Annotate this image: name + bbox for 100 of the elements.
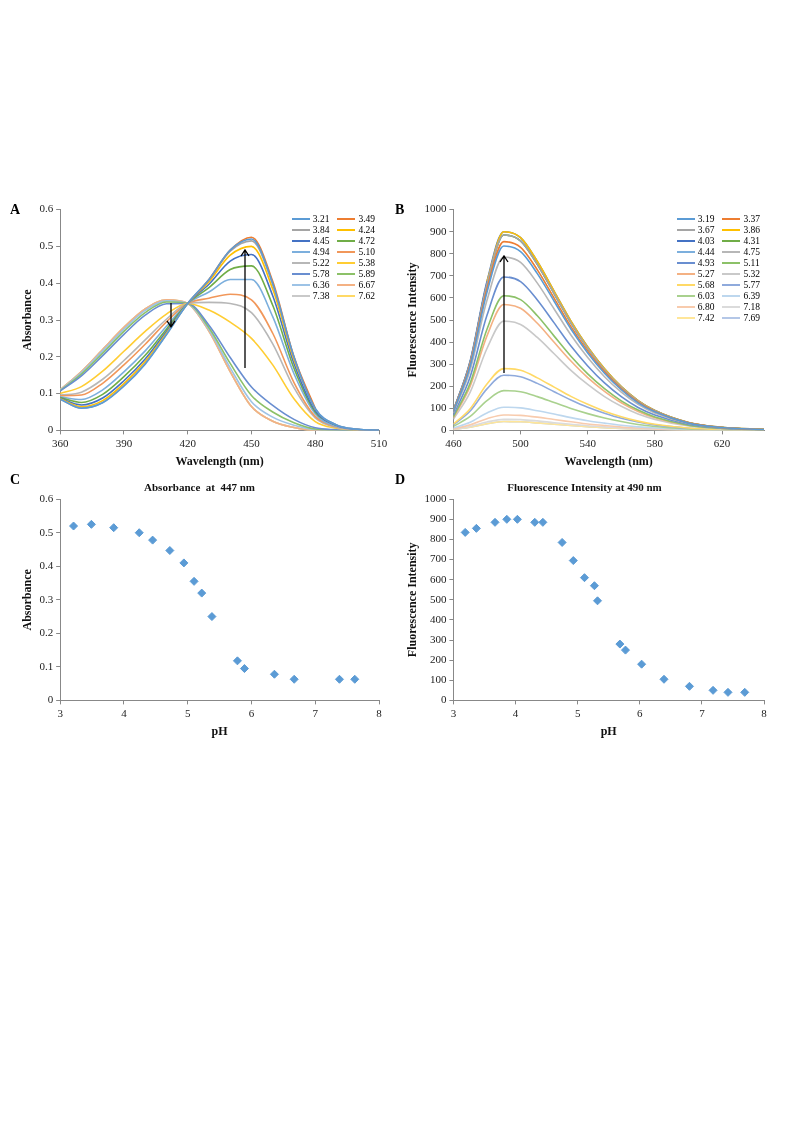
y-tick-label: 0 — [440, 693, 447, 706]
y-axis-title: Fluorescence Intensity — [405, 262, 420, 378]
y-tick-label: 500 — [429, 592, 447, 605]
x-tick-label: 480 — [306, 436, 324, 449]
text: A — [10, 202, 21, 218]
y-tick-label: 0.2 — [39, 626, 54, 639]
y-tick-label: 0.6 — [39, 492, 54, 505]
y-tick-label: 0 — [440, 423, 447, 436]
x-tick-label: 390 — [115, 436, 133, 449]
legend-label: 7.38 — [312, 290, 330, 302]
y-tick-label: 700 — [429, 268, 447, 281]
x-tick-label: 3 — [57, 706, 64, 719]
x-tick-label: 8 — [761, 706, 768, 719]
y-tick-label: 0.6 — [39, 202, 54, 215]
chart-title: Absorbance at 447 nm — [144, 481, 255, 494]
x-tick-label: 450 — [243, 436, 261, 449]
x-tick-label: 6 — [637, 706, 644, 719]
x-tick-label: 5 — [184, 706, 191, 719]
y-tick-label: 100 — [429, 401, 447, 414]
legend-label: 5.10 — [358, 246, 375, 258]
y-tick-label: 300 — [429, 357, 447, 370]
x-tick-label: 7 — [312, 706, 319, 719]
x-tick-label: 460 — [445, 436, 463, 449]
legend-label: 4.75 — [743, 246, 760, 258]
x-tick-label: 420 — [179, 436, 197, 449]
legend-label: 5.32 — [743, 268, 760, 280]
y-tick-label: 600 — [429, 290, 447, 303]
y-axis-title: Fluorescence Intensity — [405, 542, 420, 658]
y-tick-label: 700 — [429, 552, 447, 565]
legend-label: 7.69 — [743, 312, 760, 324]
y-tick-label: 100 — [429, 673, 447, 686]
x-tick-label: 3 — [450, 706, 457, 719]
legend-label: 5.27 — [697, 268, 715, 280]
legend-label: 4.94 — [312, 246, 330, 258]
y-tick-label: 900 — [429, 224, 447, 237]
legend-label: 4.03 — [697, 235, 715, 247]
y-tick-label: 1000 — [424, 202, 447, 215]
y-axis-title: Absorbance — [20, 568, 35, 631]
legend-label: 5.11 — [743, 257, 760, 269]
legend-label: 3.37 — [743, 213, 760, 225]
legend-label: 6.80 — [697, 301, 715, 313]
y-tick-label: 0.5 — [39, 525, 54, 538]
chart-title: Fluorescence Intensity at 490 nm — [507, 481, 662, 494]
x-axis-title: Wavelength (nm) — [564, 453, 653, 468]
legend-label: 3.67 — [697, 224, 715, 236]
y-tick-label: 400 — [429, 334, 447, 347]
x-axis-title: pH — [211, 723, 229, 738]
legend-label: 5.89 — [358, 268, 375, 280]
legend-label: 3.49 — [358, 213, 375, 225]
x-tick-label: 620 — [713, 436, 731, 449]
x-tick-label: 7 — [699, 706, 706, 719]
y-tick-label: 900 — [429, 512, 447, 525]
legend-label: 5.38 — [358, 257, 375, 269]
legend-label: 4.45 — [312, 235, 330, 247]
legend-label: 5.22 — [312, 257, 330, 269]
x-axis-title: Wavelength (nm) — [175, 453, 264, 468]
y-tick-label: 0.3 — [39, 592, 54, 605]
y-tick-label: 0.4 — [39, 559, 54, 572]
legend-label: 6.67 — [358, 279, 375, 291]
legend-label: 5.68 — [697, 279, 715, 291]
x-tick-label: 6 — [248, 706, 255, 719]
legend-label: 3.21 — [312, 213, 330, 225]
text: D — [395, 472, 406, 488]
legend-label: 5.77 — [743, 279, 760, 291]
y-tick-label: 200 — [429, 379, 447, 392]
y-tick-label: 500 — [429, 312, 447, 325]
text: C — [10, 472, 21, 488]
legend-label: 6.36 — [312, 279, 330, 291]
legend-label: 4.93 — [697, 257, 715, 269]
x-tick-label: 360 — [51, 436, 69, 449]
y-tick-label: 600 — [429, 572, 447, 585]
legend-label: 3.84 — [312, 224, 330, 236]
legend-label: 7.62 — [358, 290, 375, 302]
legend-label: 4.31 — [743, 235, 760, 247]
y-tick-label: 800 — [429, 532, 447, 545]
x-tick-label: 4 — [512, 706, 519, 719]
x-tick-label: 8 — [376, 706, 383, 719]
x-tick-label: 5 — [574, 706, 581, 719]
legend-label: 3.86 — [743, 224, 760, 236]
text: B — [395, 202, 405, 218]
legend-label: 6.39 — [743, 290, 760, 302]
y-tick-label: 0 — [47, 693, 54, 706]
y-tick-label: 0.5 — [39, 239, 54, 252]
y-tick-label: 200 — [429, 653, 447, 666]
y-tick-label: 0 — [47, 423, 54, 436]
legend-label: 4.44 — [697, 246, 715, 258]
legend-label: 7.18 — [743, 301, 760, 313]
x-tick-label: 540 — [579, 436, 597, 449]
y-tick-label: 800 — [429, 246, 447, 259]
x-tick-label: 500 — [512, 436, 530, 449]
x-tick-label: 4 — [121, 706, 128, 719]
y-tick-label: 0.1 — [39, 659, 54, 672]
x-tick-label: 510 — [370, 436, 388, 449]
legend-label: 5.78 — [312, 268, 330, 280]
y-tick-label: 300 — [429, 632, 447, 645]
y-tick-label: 0.2 — [39, 349, 54, 362]
x-axis-title: pH — [600, 723, 618, 738]
y-tick-label: 1000 — [424, 492, 447, 505]
y-axis-title: Absorbance — [20, 288, 35, 351]
x-tick-label: 580 — [646, 436, 664, 449]
